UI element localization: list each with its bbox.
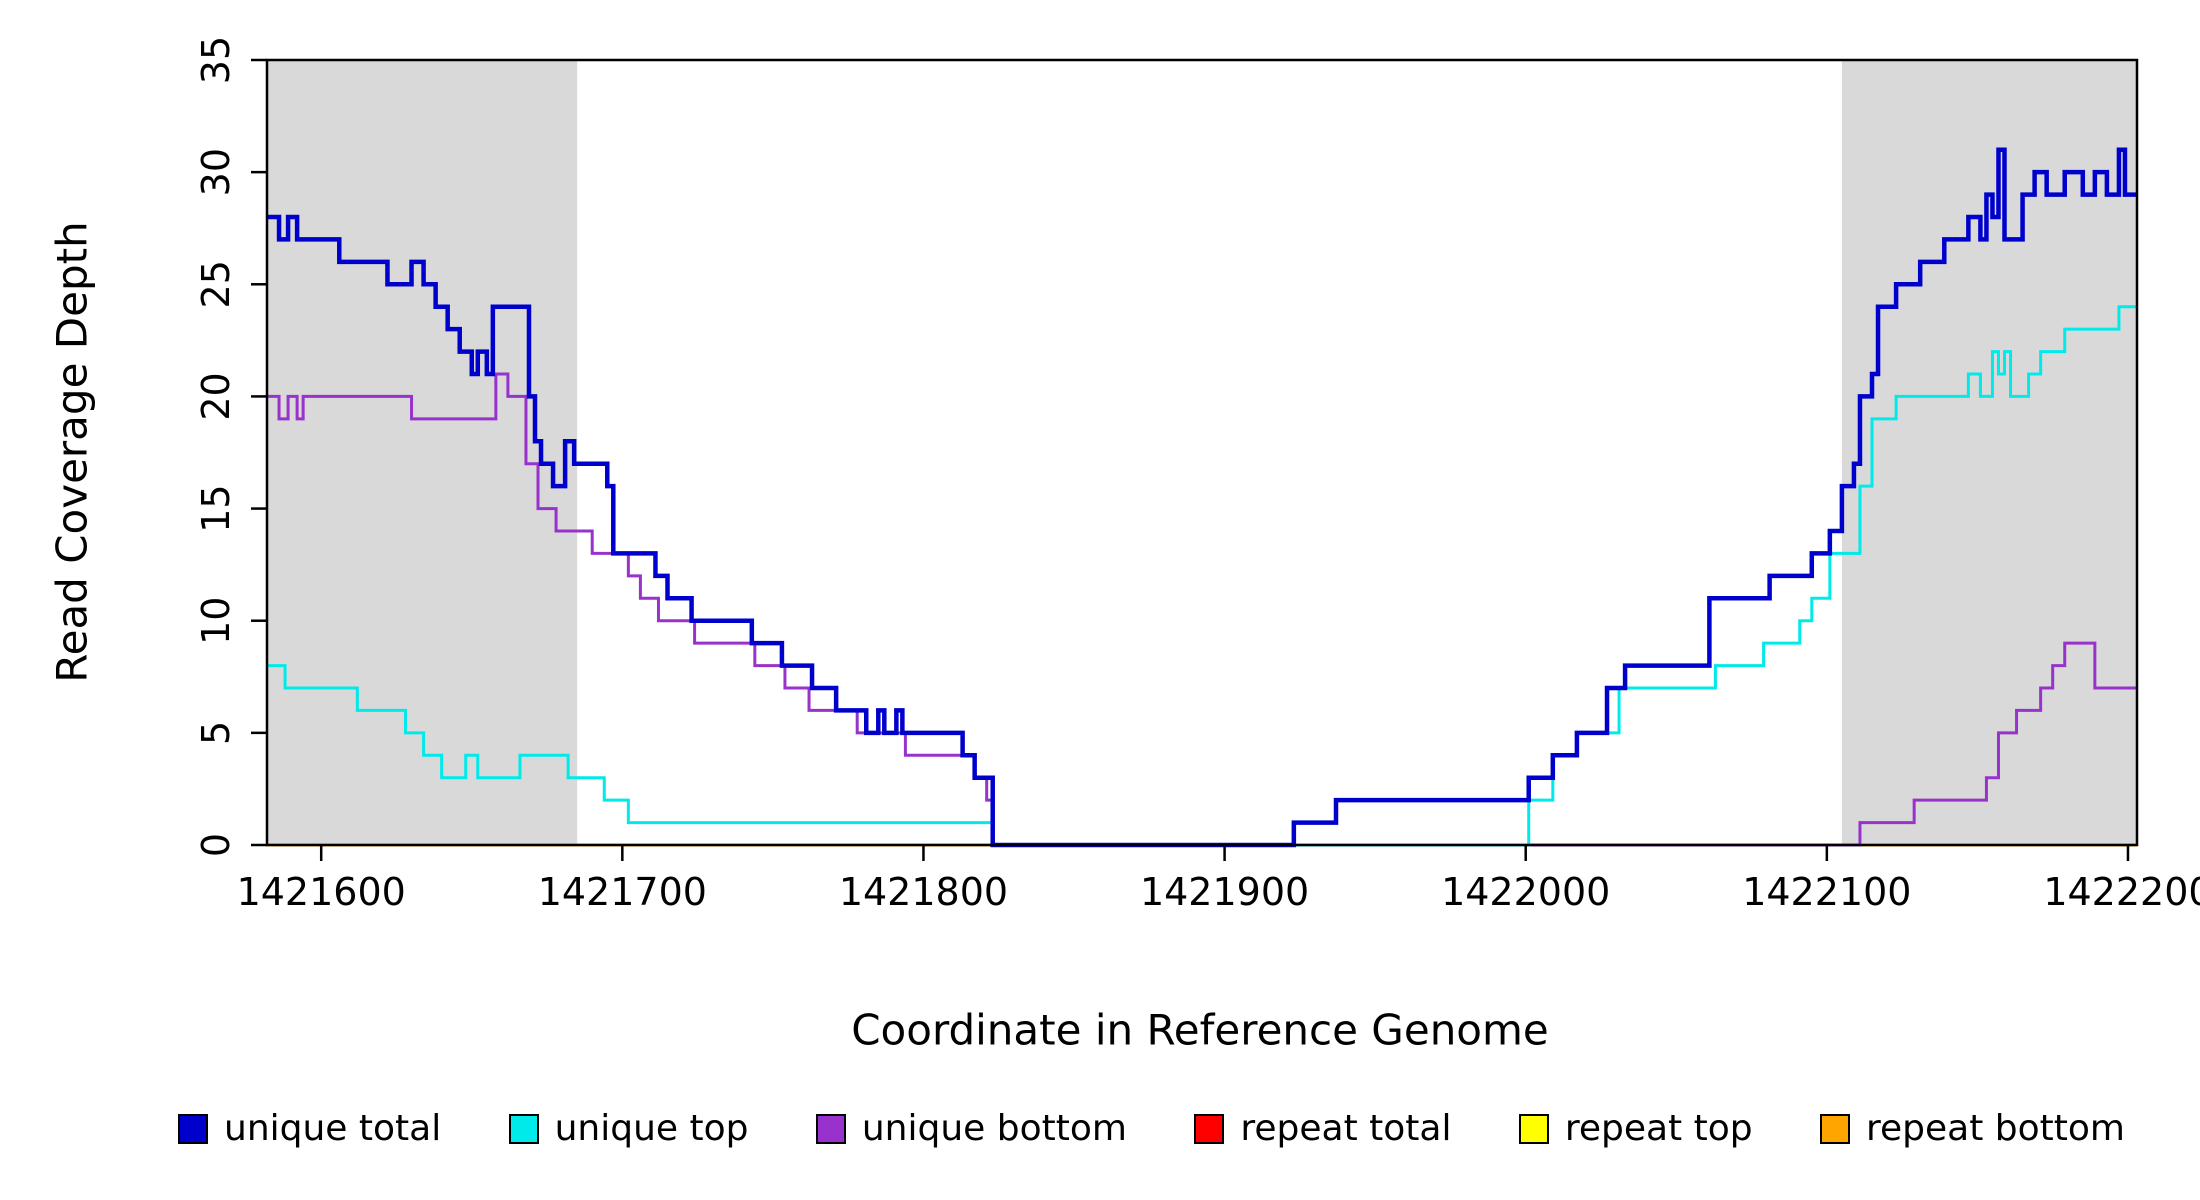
plot-border — [265, 58, 2139, 847]
x-tick-label: 1421900 — [1140, 870, 1309, 914]
x-tick-label: 1422100 — [1742, 870, 1911, 914]
y-tick-label: 5 — [194, 721, 238, 745]
legend-label: repeat top — [1564, 1108, 1753, 1149]
x-tick-label: 1422000 — [1441, 870, 1610, 914]
x-tick-label: 1422200 — [2043, 870, 2200, 914]
legend-swatch-unique-top — [508, 1113, 539, 1144]
y-tick-label: 25 — [194, 260, 238, 308]
y-tick-label: 15 — [194, 484, 238, 532]
legend-swatch-unique-total — [178, 1113, 208, 1144]
legend-item-repeat-bottom: repeat bottom — [1819, 1108, 2125, 1149]
x-tick-label: 1421800 — [839, 870, 1008, 914]
series-unique-total-line — [267, 147, 2137, 848]
shaded-region-0 — [267, 60, 578, 845]
legend-label: unique bottom — [861, 1108, 1127, 1149]
legend-item-unique-top: unique top — [508, 1108, 749, 1149]
legend-item-repeat-top: repeat top — [1518, 1108, 1753, 1149]
legend-swatch-unique-bottom — [815, 1113, 846, 1144]
series-unique-bottom-line — [267, 372, 2137, 847]
legend-label: repeat total — [1240, 1108, 1452, 1149]
legend-label: unique top — [554, 1108, 749, 1149]
legend-swatch-repeat-top — [1518, 1113, 1549, 1144]
series-unique-top-line — [267, 305, 2137, 847]
y-tick-label: 20 — [194, 372, 238, 420]
legend-swatch-repeat-total — [1194, 1113, 1225, 1144]
x-tick-label: 1421700 — [538, 870, 707, 914]
y-tick-label: 0 — [194, 833, 238, 857]
x-tick-label: 1421600 — [237, 870, 406, 914]
y-tick-label: 35 — [194, 36, 238, 84]
legend-item-repeat-total: repeat total — [1194, 1108, 1451, 1149]
legend-swatch-repeat-bottom — [1819, 1113, 1850, 1144]
legend-item-unique-bottom: unique bottom — [815, 1108, 1127, 1149]
y-tick-label: 10 — [194, 597, 238, 645]
y-tick-label: 30 — [194, 148, 238, 196]
legend-label: unique total — [224, 1108, 442, 1149]
shaded-region-1 — [1841, 60, 2137, 845]
x-axis-label: Coordinate in Reference Genome — [851, 1005, 1549, 1055]
legend-item-unique-total: unique total — [178, 1108, 441, 1149]
legend-label: repeat bottom — [1865, 1108, 2125, 1149]
legend: unique total unique top unique bottom repea… — [178, 1108, 2125, 1149]
